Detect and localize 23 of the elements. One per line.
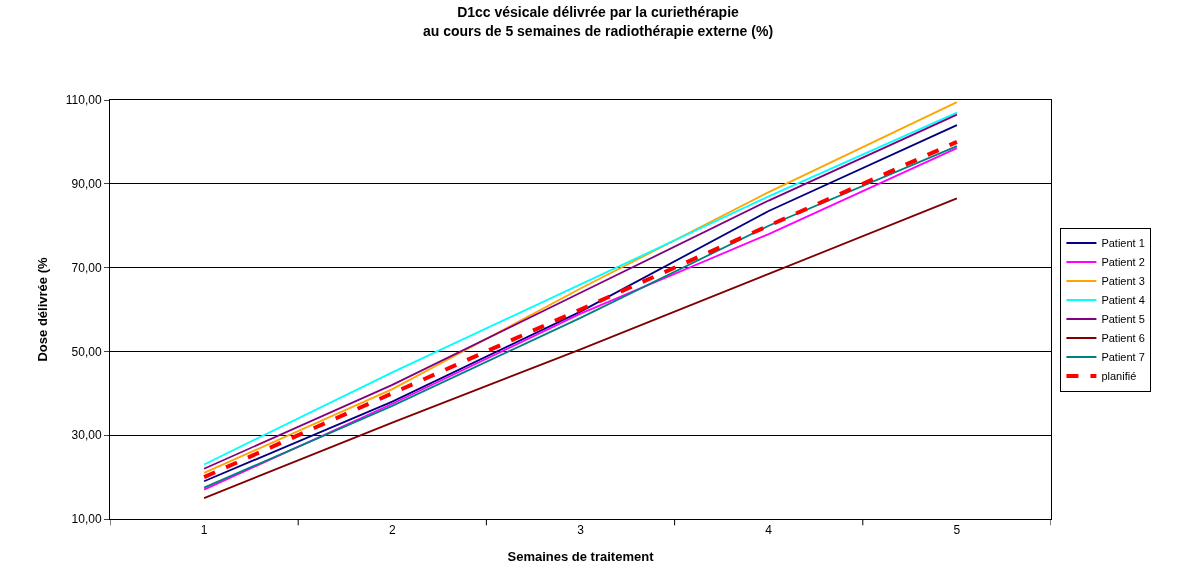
legend-label: planifié <box>1101 370 1137 383</box>
y-axis-title: Dose délivrée (% <box>34 257 50 362</box>
legend-label: Patient 1 <box>1101 237 1145 250</box>
legend-label: Patient 5 <box>1101 313 1145 326</box>
x-tick-label: 2 <box>388 523 396 538</box>
line-series <box>203 197 958 499</box>
legend-label: Patient 2 <box>1101 256 1145 269</box>
legend-label: Patient 3 <box>1101 275 1145 288</box>
y-tick-label: 110,00 <box>65 93 102 108</box>
x-tick-label: 5 <box>953 523 961 538</box>
y-tick-label: 30,00 <box>71 428 102 443</box>
y-tick-label: 10,00 <box>71 512 102 527</box>
x-axis-title: Semaines de traitement <box>507 549 655 564</box>
y-tick-label: 90,00 <box>71 177 102 191</box>
legend-label: Patient 6 <box>1101 332 1145 345</box>
legend-label: Patient 7 <box>1101 351 1145 364</box>
chart-title: D1cc vésicale délivrée par la curiethérapie au cours de 5 semaines de radiothérapie externe (%) <box>422 4 774 39</box>
y-tick-label: 50,00 <box>71 344 102 359</box>
x-tick-label: 3 <box>577 523 585 538</box>
x-tick-label: 4 <box>765 523 773 538</box>
x-tick-label: 1 <box>200 523 208 538</box>
y-tick-label: 70,00 <box>71 260 102 275</box>
legend-label: Patient 4 <box>1101 294 1145 307</box>
